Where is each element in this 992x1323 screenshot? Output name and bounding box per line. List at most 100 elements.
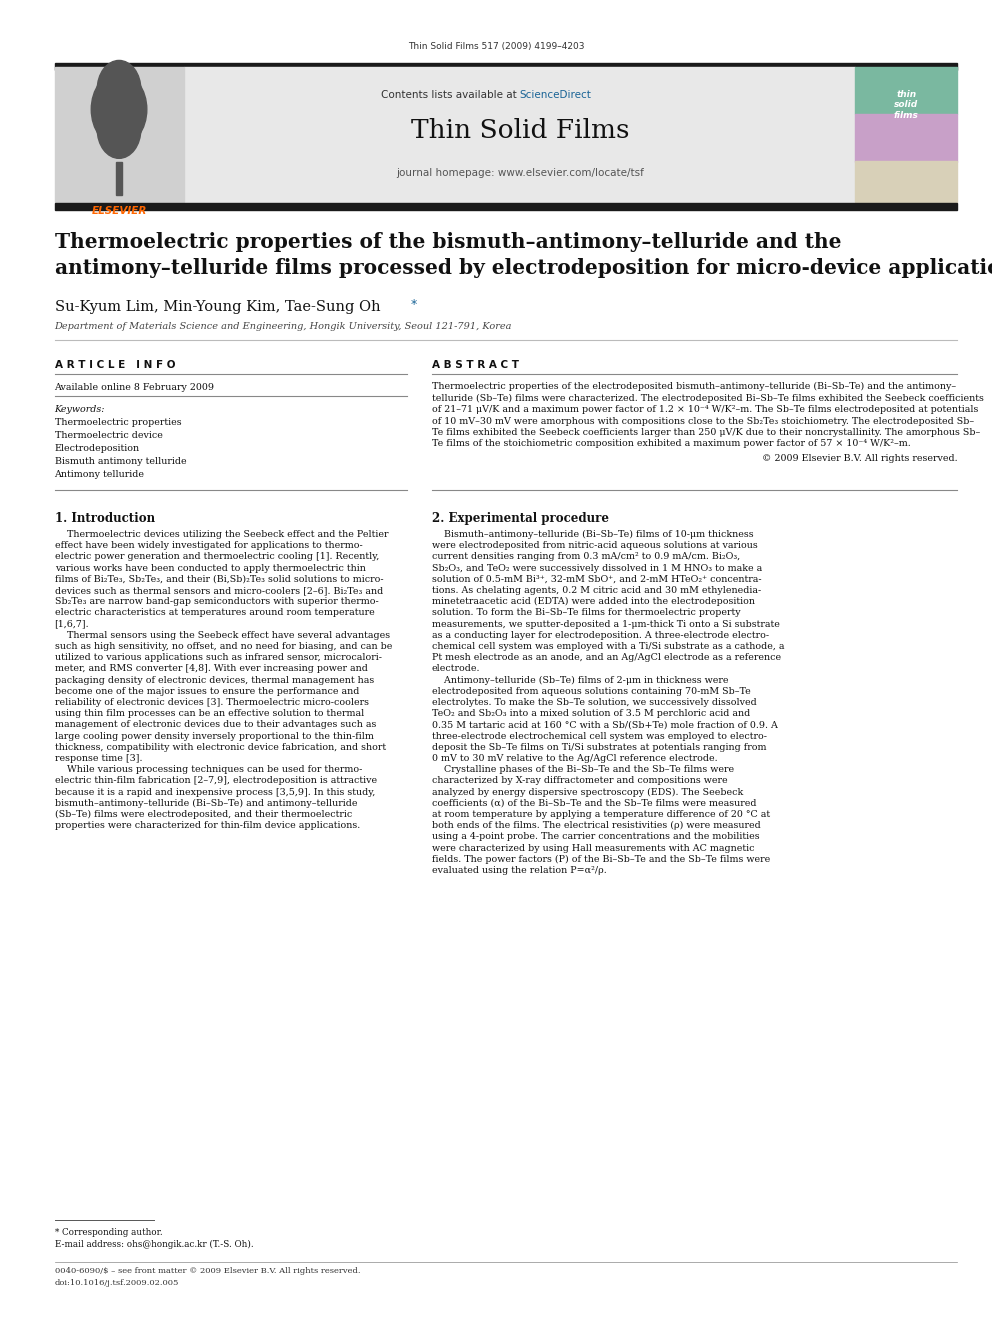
Text: Thermal sensors using the Seebeck effect have several advantages: Thermal sensors using the Seebeck effect… <box>55 631 390 640</box>
Bar <box>855 114 957 161</box>
Text: © 2009 Elsevier B.V. All rights reserved.: © 2009 Elsevier B.V. All rights reserved… <box>762 454 957 463</box>
Text: were electrodeposited from nitric-acid aqueous solutions at various: were electrodeposited from nitric-acid a… <box>432 541 757 550</box>
Text: using a 4-point probe. The carrier concentrations and the mobilities: using a 4-point probe. The carrier conce… <box>432 832 759 841</box>
Text: Crystalline phases of the Bi–Sb–Te and the Sb–Te films were: Crystalline phases of the Bi–Sb–Te and t… <box>432 765 734 774</box>
Text: utilized to various applications such as infrared sensor, microcalori-: utilized to various applications such as… <box>55 654 382 663</box>
Text: effect have been widely investigated for applications to thermo-: effect have been widely investigated for… <box>55 541 362 550</box>
Text: fields. The power factors (P) of the Bi–Sb–Te and the Sb–Te films were: fields. The power factors (P) of the Bi–… <box>432 855 770 864</box>
Text: at room temperature by applying a temperature difference of 20 °C at: at room temperature by applying a temper… <box>432 810 770 819</box>
Text: solution. To form the Bi–Sb–Te films for thermoelectric property: solution. To form the Bi–Sb–Te films for… <box>432 609 740 618</box>
Text: ELSEVIER: ELSEVIER <box>91 206 147 216</box>
Bar <box>55 202 957 209</box>
Text: A R T I C L E   I N F O: A R T I C L E I N F O <box>55 360 175 370</box>
Text: 0040-6090/$ – see front matter © 2009 Elsevier B.V. All rights reserved.: 0040-6090/$ – see front matter © 2009 El… <box>55 1267 360 1275</box>
Text: management of electronic devices due to their advantages such as: management of electronic devices due to … <box>55 721 376 729</box>
Text: 0.35 M tartaric acid at 160 °C with a Sb/(Sb+Te) mole fraction of 0.9. A: 0.35 M tartaric acid at 160 °C with a Sb… <box>432 721 778 729</box>
Text: E-mail address: ohs@hongik.ac.kr (T.-S. Oh).: E-mail address: ohs@hongik.ac.kr (T.-S. … <box>55 1240 253 1249</box>
Text: A B S T R A C T: A B S T R A C T <box>432 360 519 370</box>
Text: characterized by X-ray diffractometer and compositions were: characterized by X-ray diffractometer an… <box>432 777 727 786</box>
Text: Available online 8 February 2009: Available online 8 February 2009 <box>55 382 214 392</box>
Text: Electrodeposition: Electrodeposition <box>55 445 140 452</box>
Text: *: * <box>407 298 417 311</box>
Text: become one of the major issues to ensure the performance and: become one of the major issues to ensure… <box>55 687 359 696</box>
Bar <box>184 67 855 202</box>
Text: electric power generation and thermoelectric cooling [1]. Recently,: electric power generation and thermoelec… <box>55 553 379 561</box>
Text: of 10 mV–30 mV were amorphous with compositions close to the Sb₂Te₃ stoichiometr: of 10 mV–30 mV were amorphous with compo… <box>432 417 973 426</box>
Text: Bismuth antimony telluride: Bismuth antimony telluride <box>55 456 186 466</box>
Text: journal homepage: www.elsevier.com/locate/tsf: journal homepage: www.elsevier.com/locat… <box>396 168 644 179</box>
Text: [1,6,7].: [1,6,7]. <box>55 619 89 628</box>
Text: various works have been conducted to apply thermoelectric thin: various works have been conducted to app… <box>55 564 365 573</box>
Text: Te films exhibited the Seebeck coefficients larger than 250 μV/K due to their no: Te films exhibited the Seebeck coefficie… <box>432 429 980 437</box>
Text: Thermoelectric properties of the electrodeposited bismuth–antimony–telluride (Bi: Thermoelectric properties of the electro… <box>432 382 955 392</box>
Text: (Sb–Te) films were electrodeposited, and their thermoelectric: (Sb–Te) films were electrodeposited, and… <box>55 810 352 819</box>
Text: Department of Materials Science and Engineering, Hongik University, Seoul 121-79: Department of Materials Science and Engi… <box>55 321 512 331</box>
Bar <box>55 67 184 202</box>
Text: ScienceDirect: ScienceDirect <box>520 90 591 101</box>
Text: Contents lists available at: Contents lists available at <box>381 90 520 101</box>
Text: Thin Solid Films: Thin Solid Films <box>411 118 629 143</box>
Text: such as high sensitivity, no offset, and no need for biasing, and can be: such as high sensitivity, no offset, and… <box>55 642 392 651</box>
Text: of 21–71 μV/K and a maximum power factor of 1.2 × 10⁻⁴ W/K²–m. The Sb–Te films e: of 21–71 μV/K and a maximum power factor… <box>432 405 978 414</box>
Text: Su-Kyum Lim, Min-Young Kim, Tae-Sung Oh: Su-Kyum Lim, Min-Young Kim, Tae-Sung Oh <box>55 300 380 314</box>
Text: films of Bi₂Te₃, Sb₂Te₃, and their (Bi,Sb)₂Te₃ solid solutions to micro-: films of Bi₂Te₃, Sb₂Te₃, and their (Bi,S… <box>55 574 383 583</box>
Text: While various processing techniques can be used for thermo-: While various processing techniques can … <box>55 765 362 774</box>
Text: electric characteristics at temperatures around room temperature: electric characteristics at temperatures… <box>55 609 374 618</box>
Text: current densities ranging from 0.3 mA/cm² to 0.9 mA/cm. Bi₂O₃,: current densities ranging from 0.3 mA/cm… <box>432 553 740 561</box>
Text: because it is a rapid and inexpensive process [3,5,9]. In this study,: because it is a rapid and inexpensive pr… <box>55 787 375 796</box>
Text: Antimony telluride: Antimony telluride <box>55 470 145 479</box>
Text: Thermoelectric properties: Thermoelectric properties <box>55 418 182 427</box>
Text: minetetraacetic acid (EDTA) were added into the electrodeposition: minetetraacetic acid (EDTA) were added i… <box>432 597 755 606</box>
Text: telluride (Sb–Te) films were characterized. The electrodeposited Bi–Sb–Te films : telluride (Sb–Te) films were characteriz… <box>432 393 983 402</box>
Text: meter, and RMS converter [4,8]. With ever increasing power and: meter, and RMS converter [4,8]. With eve… <box>55 664 367 673</box>
Text: devices such as thermal sensors and micro-coolers [2–6]. Bi₂Te₃ and: devices such as thermal sensors and micr… <box>55 586 383 595</box>
Text: electric thin-film fabrication [2–7,9], electrodeposition is attractive: electric thin-film fabrication [2–7,9], … <box>55 777 377 786</box>
Text: electrodeposited from aqueous solutions containing 70-mM Sb–Te: electrodeposited from aqueous solutions … <box>432 687 750 696</box>
Circle shape <box>97 101 141 159</box>
Text: Sb₂O₃, and TeO₂ were successively dissolved in 1 M HNO₃ to make a: Sb₂O₃, and TeO₂ were successively dissol… <box>432 564 762 573</box>
Text: * Corresponding author.: * Corresponding author. <box>55 1228 162 1237</box>
Text: 1. Introduction: 1. Introduction <box>55 512 155 525</box>
Bar <box>55 64 957 70</box>
Text: measurements, we sputter-deposited a 1-μm-thick Ti onto a Si substrate: measurements, we sputter-deposited a 1-μ… <box>432 619 780 628</box>
Text: Keywords:: Keywords: <box>55 405 105 414</box>
Text: large cooling power density inversely proportional to the thin-film: large cooling power density inversely pr… <box>55 732 373 741</box>
Text: thickness, compatibility with electronic device fabrication, and short: thickness, compatibility with electronic… <box>55 742 386 751</box>
Text: Antimony–telluride (Sb–Te) films of 2-μm in thickness were: Antimony–telluride (Sb–Te) films of 2-μm… <box>432 676 728 685</box>
Text: three-electrode electrochemical cell system was employed to electro-: three-electrode electrochemical cell sys… <box>432 732 767 741</box>
Text: using thin film processes can be an effective solution to thermal: using thin film processes can be an effe… <box>55 709 364 718</box>
Text: Te films of the stoichiometric composition exhibited a maximum power factor of 5: Te films of the stoichiometric compositi… <box>432 439 911 448</box>
Text: chemical cell system was employed with a Ti/Si substrate as a cathode, a: chemical cell system was employed with a… <box>432 642 784 651</box>
Text: antimony–telluride films processed by electrodeposition for micro-device applica: antimony–telluride films processed by el… <box>55 258 992 278</box>
Bar <box>855 67 957 114</box>
Text: electrolytes. To make the Sb–Te solution, we successively dissolved: electrolytes. To make the Sb–Te solution… <box>432 699 756 706</box>
Text: evaluated using the relation P=α²/ρ.: evaluated using the relation P=α²/ρ. <box>432 867 606 875</box>
Text: Bismuth–antimony–telluride (Bi–Sb–Te) films of 10-μm thickness: Bismuth–antimony–telluride (Bi–Sb–Te) fi… <box>432 531 753 540</box>
Text: properties were characterized for thin-film device applications.: properties were characterized for thin-f… <box>55 822 360 831</box>
Text: response time [3].: response time [3]. <box>55 754 142 763</box>
Text: solution of 0.5-mM Bi³⁺, 32-mM SbO⁺, and 2-mM HTeO₂⁺ concentra-: solution of 0.5-mM Bi³⁺, 32-mM SbO⁺, and… <box>432 574 761 583</box>
Text: TeO₂ and Sb₂O₃ into a mixed solution of 3.5 M perchloric acid and: TeO₂ and Sb₂O₃ into a mixed solution of … <box>432 709 750 718</box>
Text: were characterized by using Hall measurements with AC magnetic: were characterized by using Hall measure… <box>432 844 754 852</box>
Text: doi:10.1016/j.tsf.2009.02.005: doi:10.1016/j.tsf.2009.02.005 <box>55 1279 179 1287</box>
Text: Pt mesh electrode as an anode, and an Ag/AgCl electrode as a reference: Pt mesh electrode as an anode, and an Ag… <box>432 654 781 663</box>
Text: packaging density of electronic devices, thermal management has: packaging density of electronic devices,… <box>55 676 374 684</box>
Text: Thermoelectric device: Thermoelectric device <box>55 431 163 441</box>
Text: Thermoelectric properties of the bismuth–antimony–telluride and the: Thermoelectric properties of the bismuth… <box>55 232 841 251</box>
Text: as a conducting layer for electrodeposition. A three-electrode electro-: as a conducting layer for electrodeposit… <box>432 631 769 640</box>
Text: thin
solid
films: thin solid films <box>894 90 919 119</box>
Text: Sb₂Te₃ are narrow band-gap semiconductors with superior thermo-: Sb₂Te₃ are narrow band-gap semiconductor… <box>55 597 378 606</box>
Text: coefficients (α) of the Bi–Sb–Te and the Sb–Te films were measured: coefficients (α) of the Bi–Sb–Te and the… <box>432 799 756 808</box>
Circle shape <box>97 61 141 119</box>
Text: analyzed by energy dispersive spectroscopy (EDS). The Seebeck: analyzed by energy dispersive spectrosco… <box>432 787 743 796</box>
Text: bismuth–antimony–telluride (Bi–Sb–Te) and antimony–telluride: bismuth–antimony–telluride (Bi–Sb–Te) an… <box>55 799 357 808</box>
Text: Thermoelectric devices utilizing the Seebeck effect and the Peltier: Thermoelectric devices utilizing the See… <box>55 531 388 538</box>
Bar <box>116 163 122 196</box>
Text: 2. Experimental procedure: 2. Experimental procedure <box>432 512 608 525</box>
Text: reliability of electronic devices [3]. Thermoelectric micro-coolers: reliability of electronic devices [3]. T… <box>55 699 369 706</box>
Text: both ends of the films. The electrical resistivities (ρ) were measured: both ends of the films. The electrical r… <box>432 822 760 831</box>
Text: 0 mV to 30 mV relative to the Ag/AgCl reference electrode.: 0 mV to 30 mV relative to the Ag/AgCl re… <box>432 754 717 763</box>
Circle shape <box>91 73 147 147</box>
Text: deposit the Sb–Te films on Ti/Si substrates at potentials ranging from: deposit the Sb–Te films on Ti/Si substra… <box>432 742 766 751</box>
Bar <box>855 161 957 202</box>
